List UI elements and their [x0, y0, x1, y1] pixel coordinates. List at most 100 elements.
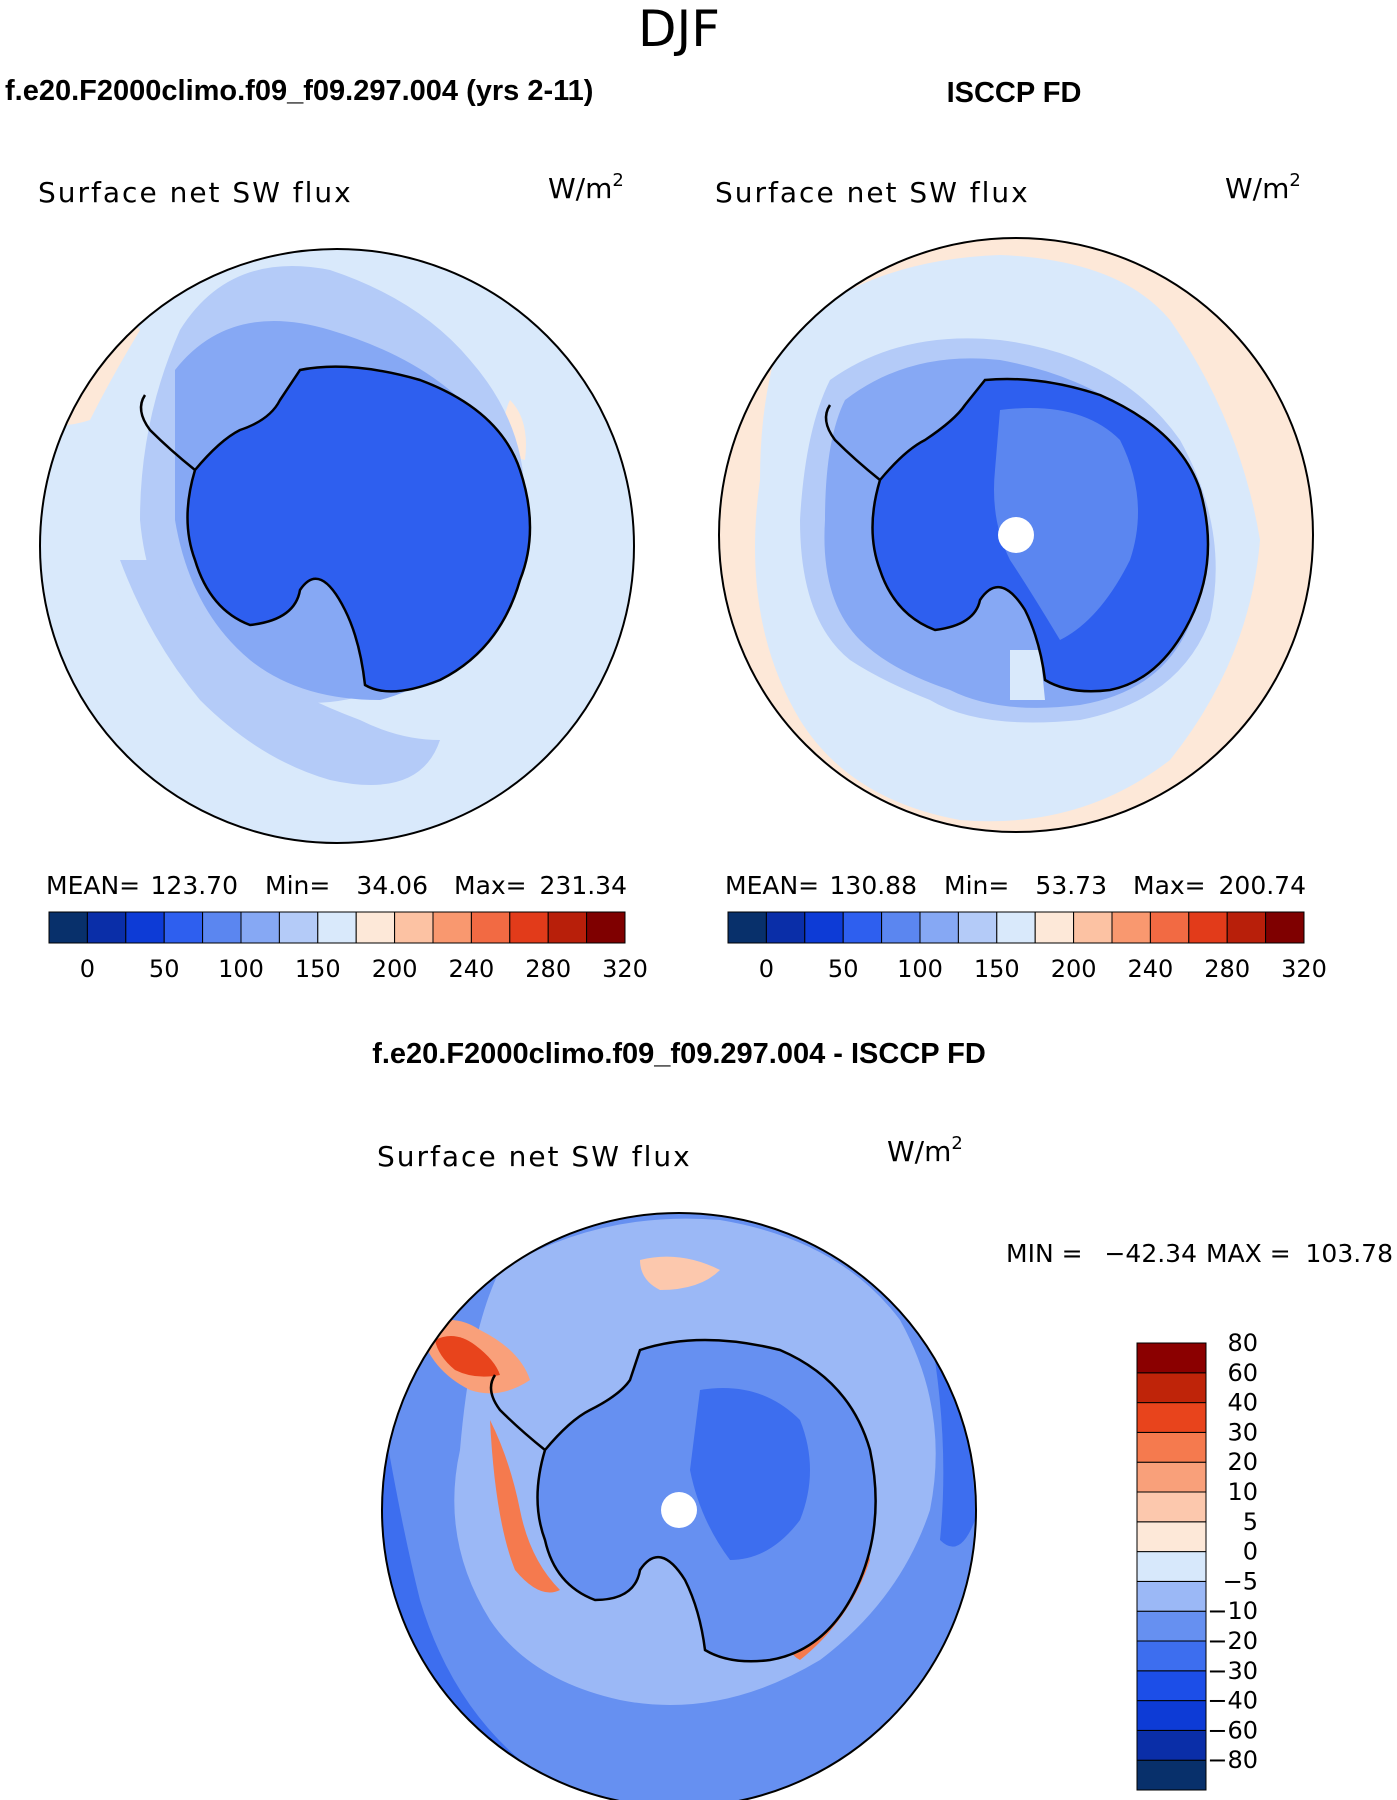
colorbar-swatch — [1136, 1580, 1207, 1612]
colorbar-swatch — [1265, 911, 1305, 944]
colorbar-tick-label: 50 — [149, 955, 180, 983]
diff-stats: MIN = −42.34 MAX = 103.78 — [1006, 1239, 1393, 1268]
pole-missing-data — [998, 517, 1034, 553]
colorbar-swatch — [317, 911, 357, 944]
colorbar-tick-label: 150 — [974, 955, 1020, 983]
mean-label: MEAN= — [46, 871, 140, 900]
colorbar-swatch — [509, 911, 549, 944]
colorbar-tick-label: −40 — [1207, 1687, 1258, 1715]
colorbar-swatch — [432, 911, 472, 944]
panel-model: f.e20.F2000climo.f09_f09.297.004 (yrs 2-… — [5, 75, 648, 983]
colorbar-obs: 0 50 100 150 200 240 280 320 — [727, 911, 1327, 983]
colorbar-tick-label: 320 — [1281, 955, 1327, 983]
colorbar-swatch — [1136, 1610, 1207, 1642]
panel-diff: f.e20.F2000climo.f09_f09.297.004 - ISCCP… — [372, 1038, 1393, 1800]
panel-obs-variable: Surface net SW flux — [715, 176, 1030, 209]
colorbar-tick-label: 280 — [525, 955, 571, 983]
panel-diff-units: W/m2 — [887, 1133, 963, 1168]
max-label: MAX = — [1206, 1239, 1291, 1268]
min-value: 34.06 — [356, 871, 428, 900]
colorbar-tick-label: 240 — [1127, 955, 1173, 983]
colorbar-tick-label: 100 — [218, 955, 264, 983]
units-exponent: 2 — [1289, 170, 1300, 191]
stats-line: MEAN= 123.70 Min= 34.06 Max= 231.34 — [46, 871, 627, 900]
units-exponent: 2 — [951, 1133, 962, 1154]
map-boundary — [718, 237, 1314, 833]
polar-map-diff — [382, 1213, 976, 1800]
colorbar-tick-label: 40 — [1227, 1389, 1258, 1417]
colorbar-tick-label: 60 — [1227, 1359, 1258, 1387]
colorbar-swatch — [1111, 911, 1151, 944]
colorbar-swatch — [355, 911, 396, 944]
antarctic-peninsula — [489, 1374, 546, 1451]
antarctic-peninsula — [139, 394, 196, 471]
colorbar-swatch — [804, 911, 844, 944]
polar-map-model — [40, 249, 634, 843]
colorbar-tick-label: 50 — [828, 955, 859, 983]
colorbar-swatch — [1188, 911, 1228, 944]
colorbar-swatch — [278, 911, 319, 944]
colorbar-swatch — [470, 911, 511, 944]
colorbar-tick-label: 200 — [1051, 955, 1097, 983]
colorbar-swatch — [1136, 1342, 1207, 1374]
colorbar-swatch — [163, 911, 204, 944]
region-north-positive — [640, 1256, 720, 1290]
colorbar-swatch — [86, 911, 127, 944]
colorbar-swatch — [1136, 1729, 1207, 1761]
colorbar-tick-label: −5 — [1223, 1567, 1258, 1595]
region-ross-gap — [1010, 650, 1045, 700]
min-label: Min= — [944, 871, 1009, 900]
colorbar-tick-label: 80 — [1227, 1329, 1258, 1357]
colorbar-tick-label: −80 — [1207, 1746, 1258, 1774]
colorbar-tick-label: 200 — [372, 955, 418, 983]
min-value: 53.73 — [1035, 871, 1107, 900]
panel-model-title: f.e20.F2000climo.f09_f09.297.004 (yrs 2-… — [5, 75, 593, 107]
mean-label: MEAN= — [725, 871, 819, 900]
colorbar-swatch — [394, 911, 434, 944]
colorbar-tick-label: −20 — [1207, 1627, 1258, 1655]
max-label: Max= — [1133, 871, 1206, 900]
region-interior-negative — [690, 1388, 810, 1560]
region-antarctica — [187, 366, 530, 692]
panel-obs-title: ISCCP FD — [947, 77, 1082, 109]
colorbar-swatch — [1034, 911, 1075, 944]
colorbar-swatch — [1226, 911, 1267, 944]
region-interior-plateau — [994, 408, 1138, 640]
antarctic-peninsula — [824, 404, 881, 481]
units-exponent: 2 — [612, 170, 623, 191]
pole-missing-data — [661, 1492, 697, 1528]
colorbar-tick-label: 0 — [1243, 1538, 1258, 1566]
colorbar-tick-label: 150 — [295, 955, 341, 983]
colorbar-swatch — [1073, 911, 1113, 944]
colorbar-swatch — [1136, 1402, 1207, 1433]
colorbar-tick-label: −30 — [1207, 1657, 1258, 1685]
colorbar-swatch — [1136, 1640, 1207, 1672]
colorbar-tick-label: 100 — [897, 955, 943, 983]
colorbar-swatch — [996, 911, 1036, 944]
region-west-coast-positive — [490, 1420, 560, 1593]
units-base: W/m — [548, 172, 612, 205]
units-base: W/m — [887, 1135, 951, 1168]
colorbar-swatch — [881, 911, 921, 944]
map-boundary — [381, 1212, 977, 1800]
colorbar-swatch — [1136, 1759, 1207, 1791]
colorbar-tick-label: 0 — [80, 955, 95, 983]
colorbar-swatch — [48, 911, 88, 944]
colorbar-tick-label: 20 — [1227, 1448, 1258, 1476]
colorbar-swatch — [547, 911, 588, 944]
panel-model-variable: Surface net SW flux — [38, 176, 353, 209]
max-label: Max= — [454, 871, 527, 900]
min-value: −42.34 — [1104, 1239, 1197, 1268]
colorbar-swatch — [919, 911, 959, 944]
panel-diff-variable: Surface net SW flux — [377, 1140, 692, 1173]
colorbar-swatch — [240, 911, 280, 944]
panel-obs-units: W/m2 — [1225, 170, 1301, 205]
colorbar-tick-label: −60 — [1207, 1716, 1258, 1744]
min-label: Min= — [265, 871, 330, 900]
colorbar-swatch — [1136, 1551, 1207, 1582]
colorbar-swatch — [1136, 1670, 1207, 1702]
colorbar-swatch — [1136, 1461, 1207, 1493]
colorbar-swatch — [125, 911, 165, 944]
map-boundary — [39, 248, 635, 844]
region-outer-negative-east — [930, 1330, 975, 1547]
